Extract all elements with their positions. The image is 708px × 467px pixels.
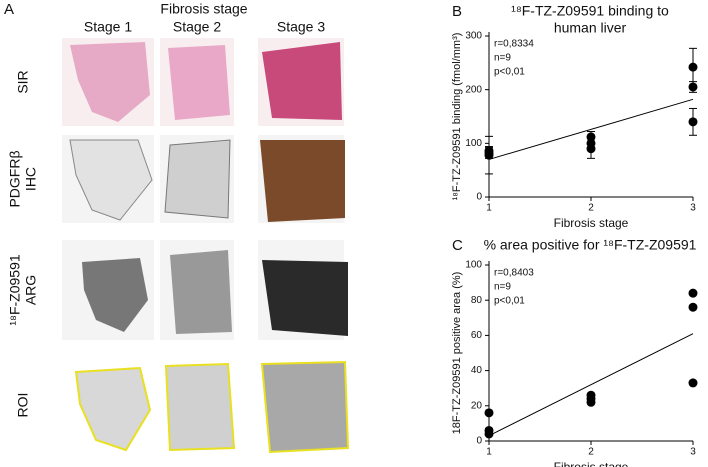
panel-label: A bbox=[4, 1, 14, 18]
y-tick-label: 80 bbox=[471, 295, 483, 306]
tissue bbox=[70, 42, 150, 122]
tissue bbox=[262, 42, 342, 120]
data-point bbox=[484, 429, 494, 439]
data-point bbox=[688, 117, 698, 127]
image-grid bbox=[62, 38, 350, 455]
annotation: n=9 bbox=[494, 282, 511, 293]
column-header: Stage 3 bbox=[277, 19, 325, 35]
panel-label: B bbox=[452, 3, 462, 20]
data-point bbox=[688, 288, 698, 298]
column-header: Stage 1 bbox=[84, 19, 132, 35]
tissue bbox=[164, 362, 236, 452]
y-tick-label: 40 bbox=[471, 365, 483, 376]
tissue bbox=[82, 258, 148, 332]
y-axis-label: ¹⁸F-TZ-Z09591 binding (fmol/mm³) bbox=[451, 33, 463, 201]
chart-title: % area positive for ¹⁸F-TZ-Z09591 bbox=[484, 237, 697, 253]
y-axis-label: 18F-TZ-Z09591 positive area (%) bbox=[451, 272, 463, 435]
tissue bbox=[164, 139, 231, 219]
y-tick-label: 100 bbox=[465, 138, 482, 149]
tissue bbox=[74, 366, 152, 452]
y-tick-label: 60 bbox=[471, 330, 483, 341]
chart-title: ¹⁸F-TZ-Z09591 binding to bbox=[511, 3, 669, 19]
tissue bbox=[69, 139, 153, 221]
row-label: ROI bbox=[15, 393, 31, 418]
y-tick-label: 20 bbox=[471, 400, 483, 411]
row-label: IHC bbox=[23, 167, 39, 191]
y-tick-label: 300 bbox=[465, 31, 482, 42]
annotation: p<0,01 bbox=[494, 67, 525, 78]
trend-line bbox=[488, 98, 694, 160]
x-tick-label: 1 bbox=[486, 203, 492, 214]
data-point bbox=[688, 62, 698, 72]
annotation: r=0,8334 bbox=[494, 39, 534, 50]
data-point bbox=[586, 132, 596, 142]
row-label: SIR bbox=[15, 70, 31, 93]
chart-title: human liver bbox=[554, 20, 627, 36]
data-point bbox=[484, 408, 494, 418]
x-tick-label: 2 bbox=[588, 447, 594, 458]
y-tick-label: 0 bbox=[476, 436, 482, 447]
x-tick-label: 3 bbox=[690, 203, 696, 214]
annotation: r=0,8403 bbox=[494, 268, 534, 279]
row-label: PDGFRβ bbox=[7, 150, 23, 207]
tissue bbox=[260, 360, 350, 454]
tissue bbox=[168, 45, 230, 120]
x-tick-label: 3 bbox=[690, 447, 696, 458]
data-point bbox=[586, 138, 596, 148]
y-tick-label: 0 bbox=[476, 192, 482, 203]
y-tick-label: 200 bbox=[465, 84, 482, 95]
trend-line bbox=[488, 333, 694, 437]
column-header: Stage 2 bbox=[173, 19, 221, 35]
row-label: ¹⁸F-Z09591 bbox=[7, 254, 23, 325]
y-tick-label: 100 bbox=[465, 260, 482, 271]
annotation: n=9 bbox=[494, 53, 511, 64]
data-point bbox=[688, 82, 698, 92]
data-point bbox=[688, 302, 698, 312]
annotation: p<0,01 bbox=[494, 296, 525, 307]
x-tick-label: 1 bbox=[486, 447, 492, 458]
tissue bbox=[262, 260, 348, 336]
x-axis-label: Fibrosis stage bbox=[554, 460, 629, 467]
row-label: ARG bbox=[23, 275, 39, 305]
data-point bbox=[484, 146, 494, 156]
tissue bbox=[260, 140, 345, 222]
panel-label: C bbox=[452, 237, 463, 254]
x-tick-label: 2 bbox=[588, 203, 594, 214]
tissue bbox=[170, 250, 232, 334]
data-point bbox=[688, 378, 698, 388]
x-axis-label: Fibrosis stage bbox=[554, 216, 629, 230]
panel-title: Fibrosis stage bbox=[160, 1, 247, 17]
data-point bbox=[586, 397, 596, 407]
